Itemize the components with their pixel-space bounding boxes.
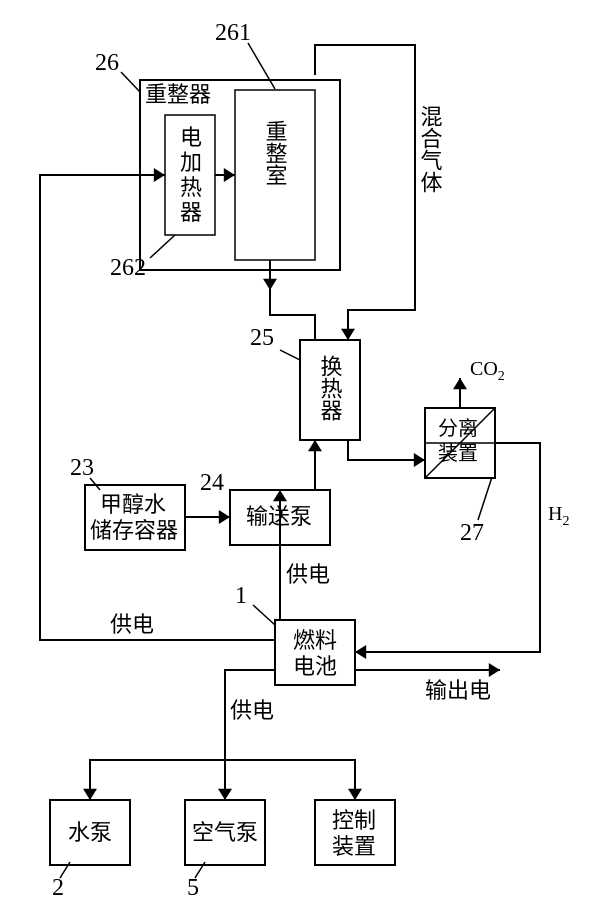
label-air_pump: 空气泵 <box>192 820 258 845</box>
label-n25: 25 <box>250 325 274 351</box>
label-methanol_l2: 储存容器 <box>90 518 178 543</box>
label-mixed_gas_v: 混合气体 <box>418 105 443 193</box>
label-h2: H2 <box>548 503 569 529</box>
label-co2: CO2 <box>470 358 505 384</box>
label-output: 输出电 <box>425 678 491 703</box>
label-ctrl_l2: 装置 <box>332 834 376 859</box>
label-n27: 27 <box>460 520 484 546</box>
label-separator_l2: 装置 <box>438 442 478 465</box>
label-power: 供电 <box>286 562 330 587</box>
label-fuel_l2: 电池 <box>293 654 337 679</box>
flow-line <box>90 670 275 800</box>
label-power: 供电 <box>230 698 274 723</box>
label-n26: 26 <box>95 50 119 76</box>
label-n261: 261 <box>215 20 251 46</box>
label-heater_l3: 热 <box>180 175 202 200</box>
label-heat_exchanger_v: 换热器 <box>318 355 343 421</box>
label-water_pump: 水泵 <box>68 820 112 845</box>
label-heater_l1: 电 <box>180 125 202 150</box>
label-n23: 23 <box>70 455 94 481</box>
label-methanol_l1: 甲醇水 <box>100 492 166 517</box>
label-pump: 输送泵 <box>246 504 312 529</box>
flow-line <box>270 290 315 340</box>
flow-line <box>225 760 355 800</box>
label-heater_l2: 加 <box>180 150 202 175</box>
label-n1: 1 <box>235 583 247 609</box>
label-reformer: 重整器 <box>145 82 211 107</box>
label-n262: 262 <box>110 255 146 281</box>
label-separator_l1: 分离 <box>438 417 478 440</box>
label-power: 供电 <box>110 612 154 637</box>
label-reforming_room_v: 重整室 <box>263 120 288 186</box>
label-n24: 24 <box>200 470 224 496</box>
label-heater_l4: 器 <box>180 200 202 225</box>
label-fuel_l1: 燃料 <box>293 628 337 653</box>
leader-l25 <box>280 350 300 360</box>
label-n5: 5 <box>187 875 199 901</box>
label-n2: 2 <box>52 875 64 901</box>
flow-line <box>348 440 425 460</box>
leader-l26 <box>121 72 140 92</box>
leader-l27 <box>478 477 492 520</box>
label-ctrl_l1: 控制 <box>332 808 376 833</box>
leader-l1 <box>253 605 275 625</box>
